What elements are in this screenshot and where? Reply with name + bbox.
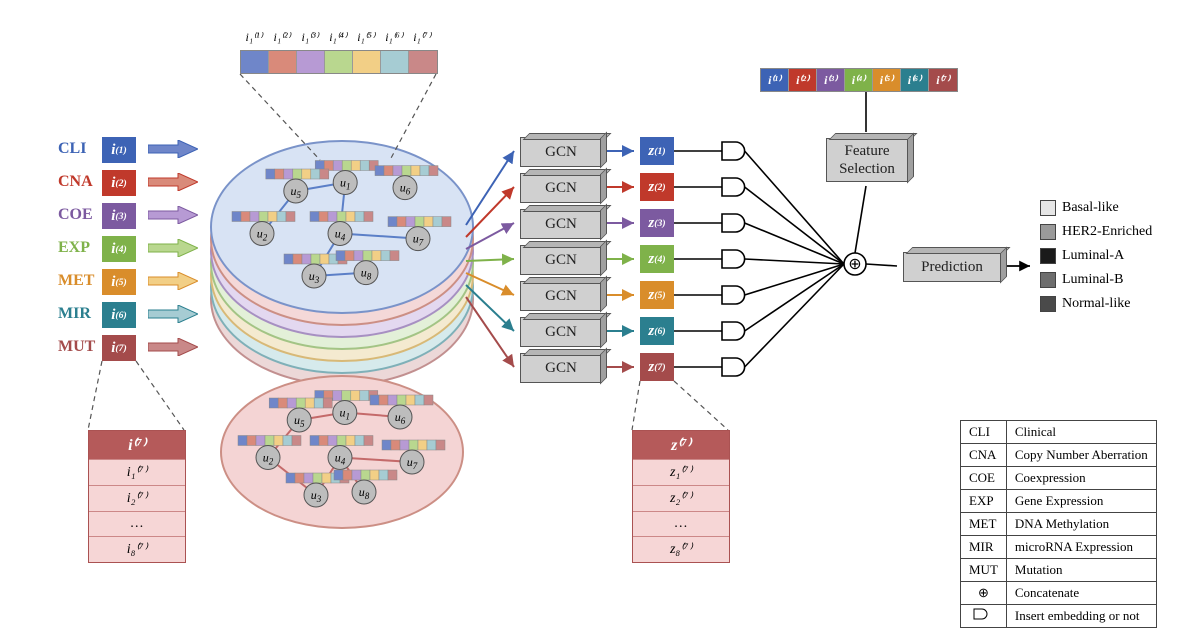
- abbr-EXP: EXP: [58, 239, 90, 257]
- graph-red: u1u2u3u4u5u6u7u8: [220, 375, 460, 525]
- gcn-box-6: GCN: [520, 353, 602, 383]
- feature-strip: i⁽¹⁾i⁽²⁾i⁽³⁾i⁽⁴⁾i⁽⁵⁾i⁽⁶⁾i⁽⁷⁾: [760, 68, 958, 92]
- svg-text:⊕: ⊕: [848, 256, 861, 273]
- vector-table: i⁽⁷⁾i₁⁽⁷⁾i₂⁽⁷⁾…i₈⁽⁷⁾: [88, 430, 186, 563]
- abbr-MET: MET: [58, 272, 94, 290]
- i-box-4: i(5): [102, 269, 136, 295]
- prediction-box: Prediction: [903, 252, 1001, 282]
- top-strip-labels: i₁⁽¹⁾i₁⁽²⁾i₁⁽³⁾i₁⁽⁴⁾i₁⁽⁵⁾i₁⁽⁶⁾i₁⁽⁷⁾: [240, 30, 436, 45]
- i-box-0: i(1): [102, 137, 136, 163]
- z-box-1: z(2): [640, 173, 674, 201]
- input-arrow-0: [148, 140, 198, 158]
- z-box-5: z(6): [640, 317, 674, 345]
- abbr-CNA: CNA: [58, 173, 93, 191]
- i-box-3: i(4): [102, 236, 136, 262]
- graph-blue: u1u2u3u4u5u6u7u8: [210, 140, 470, 310]
- gcn-box-5: GCN: [520, 317, 602, 347]
- i-box-2: i(3): [102, 203, 136, 229]
- z-box-6: z(7): [640, 353, 674, 381]
- abbr-MUT: MUT: [58, 338, 95, 356]
- abbr-COE: COE: [58, 206, 93, 224]
- class-legend-4: Normal-like: [1040, 296, 1130, 312]
- gcn-box-1: GCN: [520, 173, 602, 203]
- gcn-box-3: GCN: [520, 245, 602, 275]
- feature-selection-box: Feature Selection: [826, 138, 908, 182]
- input-arrow-6: [148, 338, 198, 356]
- class-legend-2: Luminal-A: [1040, 248, 1124, 264]
- z-box-4: z(5): [640, 281, 674, 309]
- gcn-box-4: GCN: [520, 281, 602, 311]
- vector-table: z⁽⁷⁾z₁⁽⁷⁾z₂⁽⁷⁾…z₈⁽⁷⁾: [632, 430, 730, 563]
- abbr-MIR: MIR: [58, 305, 91, 323]
- z-box-3: z(4): [640, 245, 674, 273]
- i-box-6: i(7): [102, 335, 136, 361]
- input-arrow-4: [148, 272, 198, 290]
- i-box-5: i(6): [102, 302, 136, 328]
- input-arrow-1: [148, 173, 198, 191]
- gcn-box-2: GCN: [520, 209, 602, 239]
- i-box-1: i(2): [102, 170, 136, 196]
- z-box-0: z(1): [640, 137, 674, 165]
- class-legend-1: HER2-Enriched: [1040, 224, 1152, 240]
- class-legend-0: Basal-like: [1040, 200, 1119, 216]
- gcn-box-0: GCN: [520, 137, 602, 167]
- z-box-2: z(3): [640, 209, 674, 237]
- feature-strip: [240, 50, 438, 74]
- legend-table: CLIClinicalCNACopy Number AberrationCOEC…: [960, 420, 1157, 628]
- input-arrow-2: [148, 206, 198, 224]
- input-arrow-5: [148, 305, 198, 323]
- abbr-CLI: CLI: [58, 140, 86, 158]
- input-arrow-3: [148, 239, 198, 257]
- class-legend-3: Luminal-B: [1040, 272, 1123, 288]
